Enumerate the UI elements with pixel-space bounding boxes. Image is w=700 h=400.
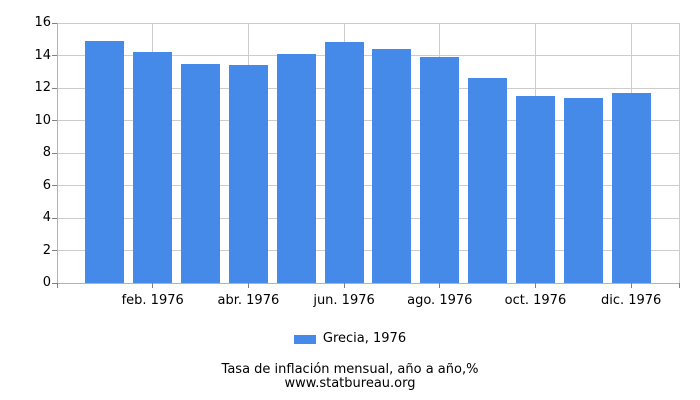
- y-axis-label: 2: [42, 242, 51, 258]
- y-tick-mark: [52, 55, 57, 56]
- y-tick-mark: [52, 152, 57, 154]
- legend-label: Grecia, 1976: [322, 331, 407, 346]
- y-tick-mark: [52, 217, 57, 219]
- y-gridline: [57, 217, 679, 219]
- x-axis-label: ago. 1976: [407, 293, 473, 308]
- y-gridline: [57, 120, 679, 121]
- x-axis-label: feb. 1976: [121, 293, 184, 308]
- y-tick-mark: [52, 87, 57, 89]
- x-tick-mark: [678, 283, 680, 288]
- y-tick-mark: [52, 22, 57, 24]
- y-tick-mark: [52, 282, 57, 284]
- x-tick-mark: [247, 283, 249, 288]
- x-tick-mark: [343, 283, 345, 288]
- x-tick-mark: [152, 283, 154, 288]
- y-axis-label: 6: [42, 177, 51, 193]
- y-tick-mark: [52, 185, 57, 186]
- y-axis-label: 0: [42, 275, 51, 290]
- y-axis-label: 16: [34, 15, 51, 30]
- legend: Grecia, 1976: [0, 332, 700, 346]
- y-gridline: [57, 55, 679, 56]
- bar-jun: [324, 42, 364, 283]
- bar-oct: [515, 96, 555, 283]
- y-axis-line: [56, 23, 58, 283]
- plot-right-border: [678, 23, 680, 283]
- bar-feb: [133, 52, 173, 283]
- x-axis-label: dic. 1976: [600, 293, 662, 308]
- y-tick-mark: [52, 120, 57, 121]
- x-axis-label: abr. 1976: [217, 293, 280, 308]
- chart-source: www.statbureau.org: [284, 376, 416, 391]
- bar-may: [276, 54, 316, 283]
- bar-nov: [563, 98, 603, 283]
- y-tick-mark: [52, 250, 57, 251]
- y-axis-label: 8: [42, 145, 51, 160]
- y-gridline: [57, 152, 679, 154]
- y-gridline: [57, 185, 679, 186]
- x-tick-mark: [439, 283, 441, 288]
- y-gridline: [57, 250, 679, 251]
- y-axis-label: 10: [34, 112, 51, 128]
- x-tick-mark: [56, 283, 58, 288]
- bar-jul: [372, 49, 412, 283]
- chart-title: Tasa de inflación mensual, año a año,%: [221, 362, 479, 377]
- bar-mar: [181, 64, 221, 283]
- y-axis-label: 4: [42, 210, 51, 225]
- bar-sep: [468, 78, 508, 283]
- y-gridline: [57, 22, 679, 24]
- x-axis-line: [57, 282, 679, 284]
- bar-abr: [228, 65, 268, 283]
- x-tick-mark: [534, 283, 536, 288]
- x-axis-label: jun. 1976: [313, 293, 375, 308]
- x-axis-label: oct. 1976: [504, 293, 567, 308]
- bar-dic: [611, 93, 651, 283]
- bar-ago: [420, 57, 460, 283]
- x-tick-mark: [630, 283, 632, 288]
- bar-ene: [85, 41, 125, 283]
- y-axis-label: 14: [34, 47, 51, 63]
- y-axis-label: 12: [34, 80, 51, 95]
- legend-swatch-icon: [293, 334, 316, 344]
- y-gridline: [57, 87, 679, 89]
